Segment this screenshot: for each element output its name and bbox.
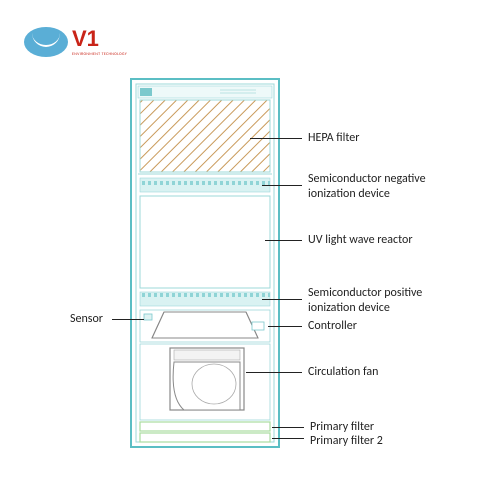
label-neg-ion: Semiconductor negative ionization device bbox=[308, 172, 468, 202]
hepa-filter-block bbox=[140, 100, 270, 172]
header-band bbox=[138, 86, 272, 98]
leader-pos-ion bbox=[262, 299, 302, 300]
cabinet-diagram bbox=[130, 78, 280, 448]
label-filter1: Primary filter bbox=[310, 420, 374, 435]
label-controller: Controller bbox=[308, 319, 357, 334]
leader-filter2 bbox=[272, 438, 304, 439]
logo-subtitle: ENVIRONMENT TECHNOLOGY bbox=[72, 52, 127, 57]
leader-filter1 bbox=[272, 427, 304, 428]
controller-icon bbox=[252, 322, 264, 330]
sensor-controller-block bbox=[140, 310, 270, 342]
pos-ion-band bbox=[140, 292, 270, 306]
leader-fan bbox=[246, 372, 302, 373]
sensor-icon bbox=[144, 314, 152, 320]
leader-hepa bbox=[250, 138, 302, 139]
neg-ion-band bbox=[140, 178, 270, 192]
leader-uv bbox=[265, 240, 302, 241]
leader-sensor bbox=[112, 319, 144, 320]
leader-neg-ion bbox=[262, 185, 302, 186]
logo-text: V1 bbox=[72, 26, 127, 52]
label-hepa: HEPA filter bbox=[308, 131, 359, 146]
primary-filter-1 bbox=[140, 422, 270, 431]
label-uv: UV light wave reactor bbox=[308, 233, 413, 248]
brand-logo: V1 ENVIRONMENT TECHNOLOGY bbox=[24, 26, 127, 57]
label-sensor: Sensor bbox=[70, 312, 103, 327]
cabinet-svg bbox=[130, 78, 280, 448]
label-filter2: Primary filter 2 bbox=[310, 434, 383, 449]
primary-filter-2 bbox=[140, 433, 270, 442]
fan-block bbox=[140, 344, 270, 420]
logo-badge-icon bbox=[24, 27, 68, 57]
label-fan: Circulation fan bbox=[308, 365, 378, 380]
leader-controller bbox=[268, 326, 302, 327]
uv-chamber bbox=[140, 196, 270, 288]
label-pos-ion: Semiconductor positive ionization device bbox=[308, 286, 468, 316]
